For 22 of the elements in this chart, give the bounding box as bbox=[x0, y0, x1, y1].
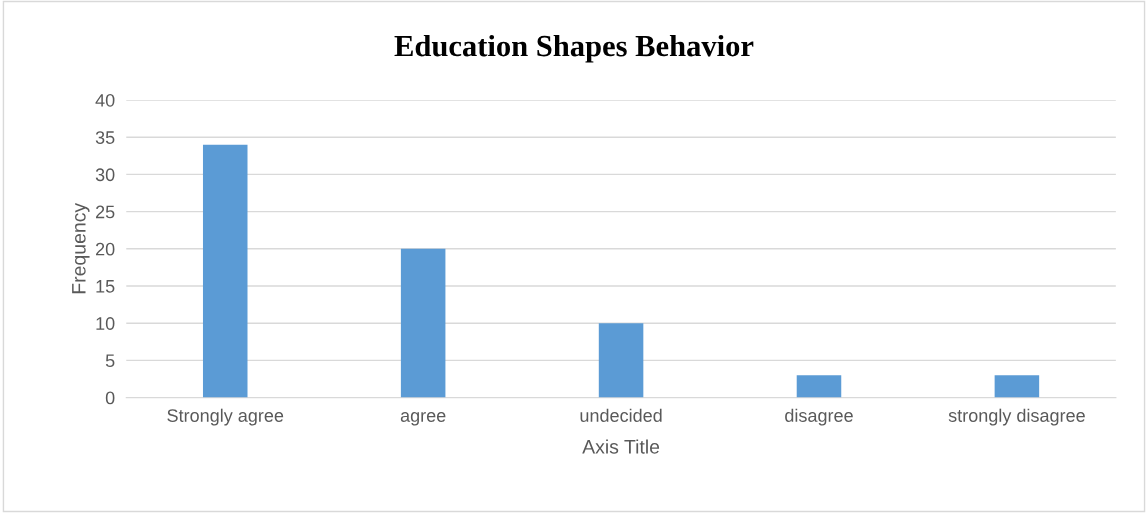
x-tick-label: agree bbox=[400, 412, 446, 426]
bar bbox=[796, 375, 842, 398]
y-tick-label: 25 bbox=[96, 205, 115, 219]
bar bbox=[400, 248, 446, 398]
bar bbox=[202, 144, 248, 398]
y-tick-label: 40 bbox=[95, 93, 115, 107]
bar bbox=[598, 323, 644, 398]
bar bbox=[994, 375, 1040, 398]
y-axis-title: Frequency bbox=[72, 202, 90, 294]
x-tick-label: undecided bbox=[580, 408, 662, 422]
y-tick-label: 0 bbox=[105, 391, 115, 405]
y-tick-label: 30 bbox=[95, 168, 115, 182]
y-tick-label: 5 bbox=[105, 354, 115, 368]
y-tick-label: 20 bbox=[96, 242, 115, 256]
y-tick-label: 35 bbox=[95, 131, 115, 144]
y-tick-label: 15 bbox=[96, 280, 115, 293]
y-tick-label: 10 bbox=[96, 317, 115, 330]
x-axis-title: Axis Title bbox=[582, 439, 660, 454]
x-tick-label: disagree bbox=[785, 408, 853, 426]
x-tick-label: strongly disagree bbox=[948, 408, 1085, 426]
chart-title: Education Shapes Behavior bbox=[394, 34, 754, 63]
x-tick-label: Strongly agree bbox=[167, 408, 284, 426]
